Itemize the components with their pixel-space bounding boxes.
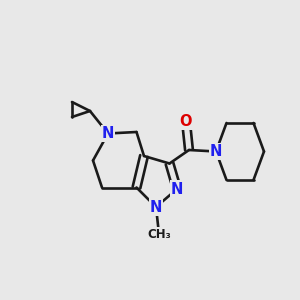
Text: N: N — [171, 182, 183, 196]
Text: O: O — [180, 114, 192, 129]
Text: N: N — [102, 126, 114, 141]
Text: N: N — [210, 144, 222, 159]
Text: CH₃: CH₃ — [147, 227, 171, 241]
Text: N: N — [150, 200, 162, 214]
